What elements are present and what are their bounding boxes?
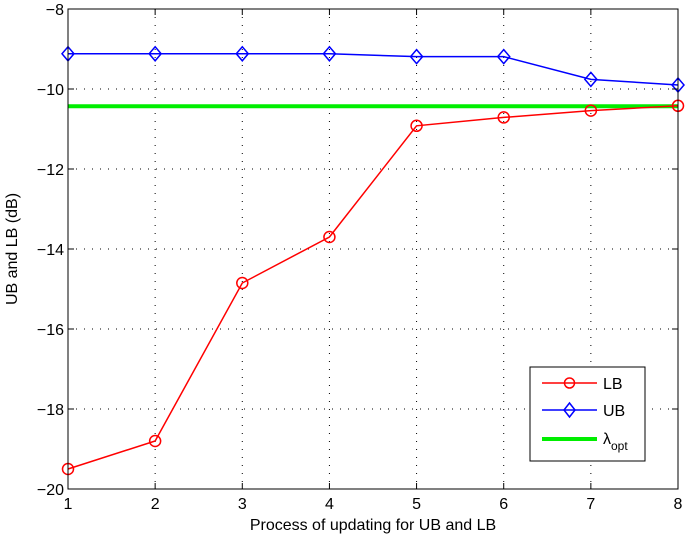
diamond-marker-icon bbox=[409, 48, 424, 65]
y-axis-label: UB and LB (dB) bbox=[4, 193, 21, 305]
legend-box bbox=[529, 366, 646, 462]
legend-label-lambda: λopt bbox=[603, 431, 628, 453]
circle-marker-icon bbox=[236, 276, 249, 290]
series-line-lb bbox=[67, 105, 679, 470]
x-tick-label: 1 bbox=[64, 496, 73, 513]
legend-circle-marker-icon bbox=[563, 377, 576, 389]
x-tick-label: 5 bbox=[412, 496, 421, 513]
y-tick-label: −8 bbox=[46, 2, 64, 19]
legend-label-ub: UB bbox=[603, 403, 625, 420]
data-series bbox=[61, 45, 685, 476]
circle-marker-icon bbox=[148, 434, 162, 448]
diamond-marker-icon bbox=[496, 48, 511, 65]
x-tick-label: 6 bbox=[499, 496, 508, 513]
y-tick-label: −12 bbox=[37, 162, 64, 179]
diamond-marker-icon bbox=[583, 71, 598, 88]
circle-marker-icon bbox=[497, 111, 510, 124]
diamond-marker-icon bbox=[148, 45, 163, 62]
circle-marker-icon bbox=[410, 119, 423, 133]
x-tick-label: 7 bbox=[586, 496, 595, 513]
diamond-marker-icon bbox=[235, 45, 250, 62]
x-axis-label: Process of updating for UB and LB bbox=[250, 517, 496, 534]
y-tick-label: −10 bbox=[37, 82, 64, 99]
grid-lines bbox=[68, 9, 678, 489]
x-tick-label: 2 bbox=[151, 496, 160, 513]
circle-marker-icon bbox=[584, 104, 598, 117]
x-tick-label: 8 bbox=[674, 496, 683, 513]
y-tick-label: −16 bbox=[37, 322, 64, 339]
y-tick-label: −20 bbox=[37, 482, 64, 499]
legend-diamond-marker-icon bbox=[563, 401, 576, 419]
axis-ticks: 1 2 3 4 5 6 7 8 −20 −18 −16 −14 −12 −10 −8 bbox=[37, 2, 683, 513]
legend-label-lb: LB bbox=[603, 376, 623, 393]
y-tick-label: −18 bbox=[37, 402, 64, 419]
series-line-ub bbox=[68, 53, 679, 86]
x-tick-label: 4 bbox=[325, 496, 334, 513]
circle-marker-icon bbox=[323, 230, 336, 244]
diamond-marker-icon bbox=[322, 45, 337, 62]
y-tick-label: −14 bbox=[37, 242, 64, 259]
x-tick-label: 3 bbox=[238, 496, 247, 513]
legend: LB UB λopt bbox=[529, 366, 646, 462]
